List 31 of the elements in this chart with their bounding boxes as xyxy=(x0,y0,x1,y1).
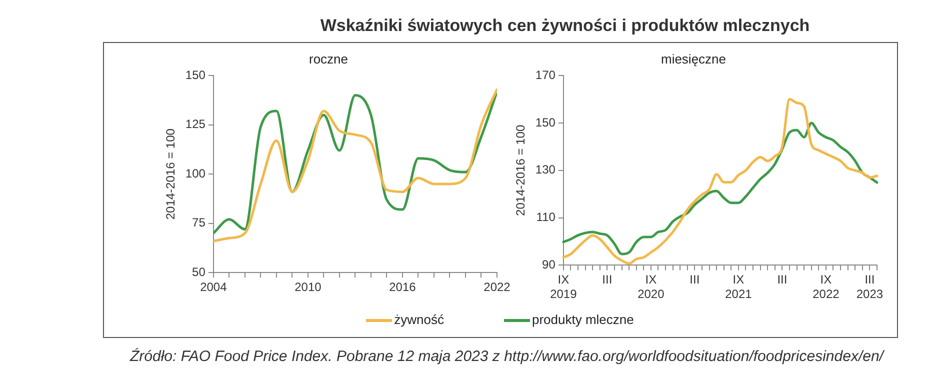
line-series xyxy=(562,122,878,256)
x-tick-label: 2010 xyxy=(294,280,322,294)
x-tick-label: III xyxy=(690,272,700,287)
chart-subtitle: roczne xyxy=(308,51,348,66)
y-tick-label: 75 xyxy=(192,216,206,230)
x-tick-label: IX 2021 xyxy=(725,272,752,302)
x-tick-label: IX 2020 xyxy=(638,272,665,302)
x-tick-label: IX 2022 xyxy=(812,272,840,302)
x-tick-label: III xyxy=(602,272,612,287)
legend-label: produkty mleczne xyxy=(530,312,634,327)
y-tick-label: 150 xyxy=(535,115,556,130)
y-tick-label: 110 xyxy=(536,210,556,224)
x-tick-label: III 2023 xyxy=(856,272,884,302)
y-tick-label: 150 xyxy=(185,68,206,82)
chart-subtitle: miesięczne xyxy=(660,51,726,66)
y-tick-label: 100 xyxy=(185,166,206,180)
y-tick-label: 125 xyxy=(185,117,206,132)
y-tick-label: 50 xyxy=(192,264,206,279)
legend-label: żywność xyxy=(393,312,444,327)
y-axis-title: 2014-2016 = 100 xyxy=(514,124,528,216)
y-axis-title: 2014-2016 = 100 xyxy=(164,128,178,220)
x-tick-label: 2016 xyxy=(389,280,416,294)
y-tick-label: 90 xyxy=(542,258,556,272)
text: Wskaźniki światowych cen żywności i produktów mlecznych xyxy=(319,16,811,36)
x-tick-label: 2022 xyxy=(484,280,511,294)
y-tick-label: 170 xyxy=(535,68,556,82)
text: Źródło: FAO Food Price Index. Pobrane 12 maja 2023 z http://www.fao.org/worldfoodsituation/foodpricesindex/en/ xyxy=(130,348,884,365)
x-tick-label: 2004 xyxy=(200,280,228,294)
y-tick-label: 130 xyxy=(535,162,556,177)
x-tick-label: III xyxy=(777,272,788,287)
x-tick-label: IX 2019 xyxy=(550,272,578,302)
